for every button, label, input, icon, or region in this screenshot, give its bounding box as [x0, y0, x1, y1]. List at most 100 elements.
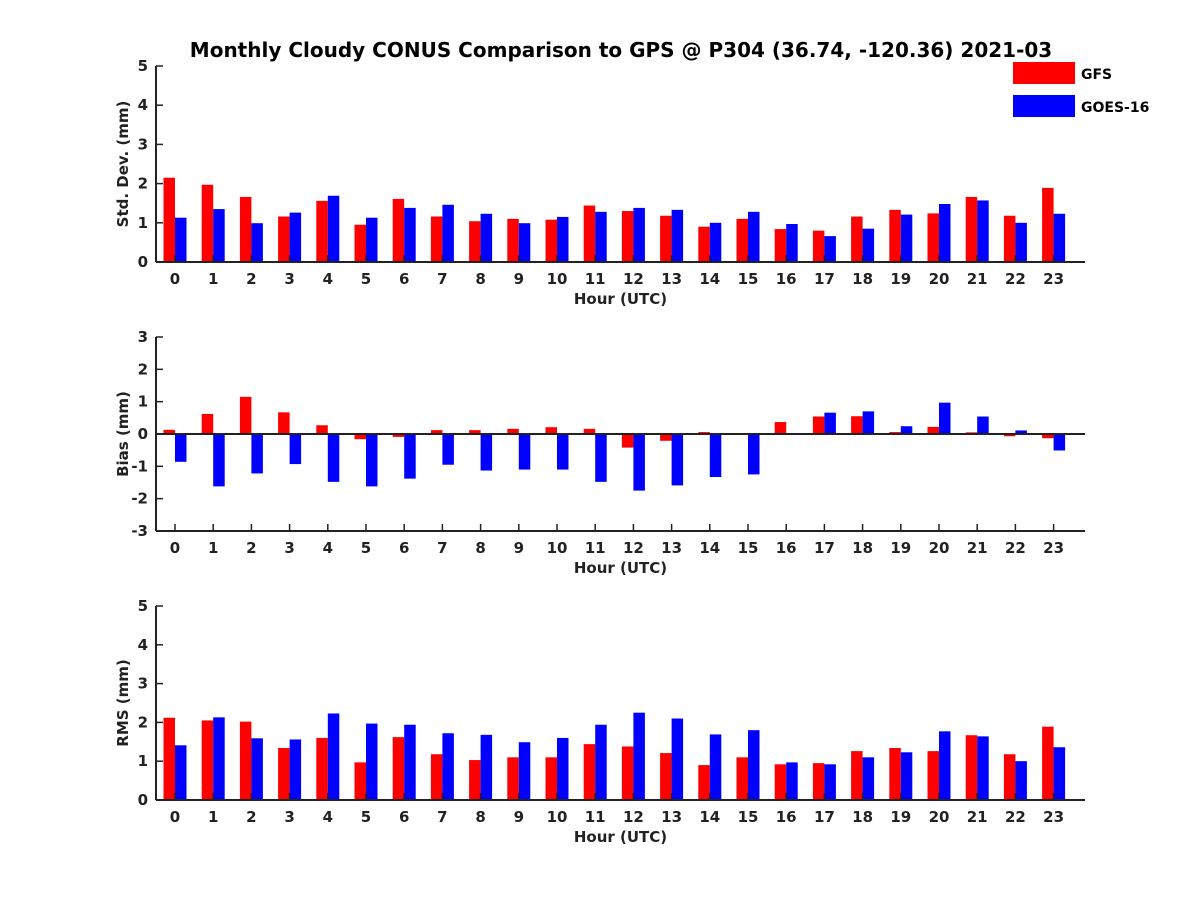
rms-y-tick-label: 3	[138, 675, 148, 693]
std-dev-bar-goes-16-14	[709, 222, 722, 262]
rms-x-tick-label: 4	[323, 808, 333, 826]
std-dev-y-tick-label: 1	[138, 214, 148, 232]
rms-bar-goes-16-19	[900, 752, 913, 800]
std-dev-bar-gfs-23	[1042, 187, 1054, 262]
rms-bar-gfs-1	[201, 720, 214, 800]
bias-bar-gfs-17	[812, 416, 825, 434]
std-dev-x-tick-label: 9	[514, 270, 524, 288]
rms-y-tick-label: 0	[138, 791, 148, 809]
rms-bar-goes-16-11	[595, 724, 607, 800]
std-dev-x-tick-label: 20	[929, 270, 950, 288]
std-dev-bar-goes-16-11	[595, 211, 607, 262]
rms-bar-gfs-22	[1003, 754, 1016, 800]
std-dev-bar-goes-16-21	[977, 200, 989, 262]
std-dev-bar-gfs-10	[545, 219, 557, 262]
std-dev-bar-gfs-22	[1003, 215, 1016, 262]
std-dev-bar-gfs-3	[278, 216, 290, 262]
rms-bar-goes-16-3	[289, 739, 302, 800]
bias-x-tick-label: 1	[208, 539, 218, 557]
std-dev-bar-goes-16-10	[557, 216, 569, 262]
rms-bar-goes-16-15	[748, 730, 760, 800]
rms-x-tick-label: 18	[852, 808, 873, 826]
bias-x-tick-label: 11	[585, 539, 606, 557]
std-dev-bar-goes-16-4	[327, 195, 340, 262]
rms-bar-gfs-10	[545, 757, 557, 800]
std-dev-y-tick-label: 0	[138, 253, 148, 271]
std-dev-x-tick-label: 12	[623, 270, 644, 288]
bias-bar-goes-16-18	[862, 411, 875, 434]
bias-bar-gfs-2	[239, 396, 252, 434]
std-dev-bar-gfs-19	[889, 209, 901, 262]
bias-bar-goes-16-8	[480, 434, 493, 471]
std-dev-bar-gfs-17	[812, 230, 825, 262]
rms-x-tick-label: 10	[547, 808, 568, 826]
rms-x-tick-label: 23	[1043, 808, 1064, 826]
std-dev-y-tick-label: 2	[138, 175, 148, 193]
rms-bar-gfs-6	[392, 737, 405, 800]
bias-x-tick-label: 17	[814, 539, 835, 557]
rms-bar-goes-16-18	[862, 757, 875, 800]
rms-bar-gfs-12	[621, 746, 634, 800]
rms-bar-gfs-4	[316, 737, 328, 800]
bias-x-axis-label: Hour (UTC)	[574, 559, 667, 577]
std-dev-x-tick-label: 19	[890, 270, 911, 288]
std-dev-x-tick-label: 8	[475, 270, 485, 288]
bias-x-tick-label: 8	[475, 539, 485, 557]
bias-x-tick-label: 22	[1005, 539, 1026, 557]
rms-y-tick-label: 5	[138, 597, 148, 615]
bias-bar-goes-16-1	[213, 434, 225, 487]
bias-bar-goes-16-4	[327, 434, 340, 482]
std-dev-bar-goes-16-20	[939, 203, 951, 262]
bias-x-tick-label: 18	[852, 539, 873, 557]
bias-x-tick-label: 13	[661, 539, 682, 557]
bias-bar-goes-16-7	[442, 434, 454, 465]
std-dev-x-tick-label: 1	[208, 270, 218, 288]
rms-bar-goes-16-17	[824, 764, 836, 800]
rms-x-tick-label: 15	[738, 808, 759, 826]
bias-x-tick-label: 2	[246, 539, 256, 557]
bias-x-tick-label: 9	[514, 539, 524, 557]
std-dev-x-axis-label: Hour (UTC)	[574, 290, 667, 308]
rms-x-tick-label: 16	[776, 808, 797, 826]
rms-x-tick-label: 20	[929, 808, 950, 826]
std-dev-bar-gfs-13	[660, 215, 672, 262]
std-dev-bar-goes-16-0	[175, 217, 187, 262]
bias-x-tick-label: 7	[437, 539, 447, 557]
rms-bar-gfs-17	[812, 763, 825, 800]
rms-bar-gfs-0	[163, 717, 175, 800]
rms-x-tick-label: 8	[475, 808, 485, 826]
std-dev-bar-goes-16-3	[289, 212, 302, 262]
rms-bar-gfs-9	[507, 757, 519, 800]
std-dev-bar-goes-16-5	[366, 217, 378, 262]
bias-bar-goes-16-12	[633, 434, 645, 491]
bias-x-tick-label: 3	[284, 539, 294, 557]
legend-label-gfs: GFS	[1081, 67, 1112, 83]
bias-x-tick-label: 0	[170, 539, 180, 557]
std-dev-y-tick-label: 5	[138, 57, 148, 75]
chart-title: Monthly Cloudy CONUS Comparison to GPS @…	[190, 38, 1052, 62]
std-dev-bar-gfs-16	[774, 229, 787, 262]
bias-bar-gfs-10	[545, 427, 557, 434]
rms-x-tick-label: 17	[814, 808, 835, 826]
rms-bar-goes-16-6	[404, 724, 416, 800]
bias-x-tick-label: 5	[361, 539, 371, 557]
rms-y-tick-label: 1	[138, 752, 148, 770]
bias-bar-gfs-9	[507, 428, 519, 434]
rms-bar-gfs-7	[430, 754, 443, 800]
bias-bar-goes-16-0	[175, 434, 187, 462]
rms-bar-goes-16-0	[175, 745, 187, 800]
std-dev-bar-gfs-20	[927, 213, 939, 262]
std-dev-x-tick-label: 23	[1043, 270, 1064, 288]
std-dev-x-tick-label: 16	[776, 270, 797, 288]
std-dev-bar-gfs-21	[965, 196, 978, 262]
rms-x-tick-label: 2	[246, 808, 256, 826]
rms-bar-goes-16-20	[939, 731, 951, 800]
rms-bar-gfs-15	[736, 757, 748, 800]
rms-bar-gfs-11	[583, 744, 596, 800]
bias-bar-goes-16-15	[748, 434, 760, 475]
bias-x-tick-label: 14	[699, 539, 720, 557]
rms-bar-gfs-20	[927, 751, 939, 800]
bias-y-axis-label: Bias (mm)	[114, 391, 132, 477]
rms-bar-gfs-3	[278, 748, 290, 800]
